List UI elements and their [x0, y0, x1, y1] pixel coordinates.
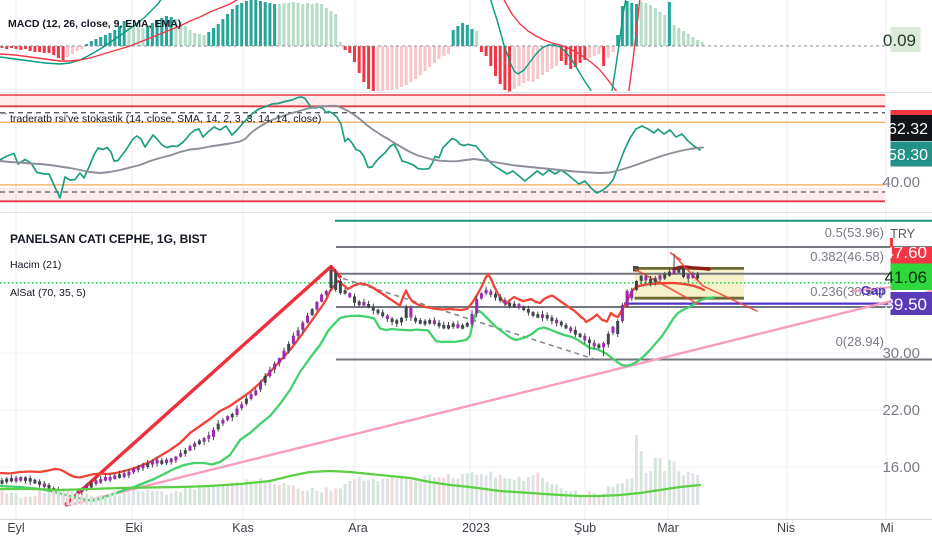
svg-text:Hacim (21): Hacim (21): [10, 259, 61, 271]
svg-text:Eyl: Eyl: [7, 521, 24, 535]
svg-text:41.06: 41.06: [884, 268, 927, 287]
svg-text:58.30: 58.30: [888, 147, 928, 164]
svg-text:Eki: Eki: [125, 521, 142, 535]
svg-text:0.236(38.94): 0.236(38.94): [810, 284, 884, 299]
svg-text:Mi: Mi: [880, 521, 893, 535]
svg-text:TRY: TRY: [890, 227, 915, 241]
svg-text:Nis: Nis: [777, 521, 795, 535]
svg-text:62.32: 62.32: [888, 121, 928, 138]
svg-text:0.09: 0.09: [883, 31, 916, 50]
svg-text:0(28.94): 0(28.94): [836, 334, 884, 349]
svg-text:MACD (12, 26, close, 9, EMA, E: MACD (12, 26, close, 9, EMA, EMA): [8, 18, 181, 30]
svg-text:39.50: 39.50: [884, 295, 927, 314]
svg-text:0.382(46.58): 0.382(46.58): [810, 249, 884, 264]
svg-text:Şub: Şub: [574, 521, 596, 535]
svg-text:Mar: Mar: [657, 521, 679, 535]
svg-text:Kas: Kas: [232, 521, 254, 535]
svg-text:Gap: Gap: [861, 283, 886, 298]
svg-text:Ara: Ara: [348, 521, 368, 535]
svg-text:PANELSAN CATI CEPHE, 1G, BIST: PANELSAN CATI CEPHE, 1G, BIST: [10, 232, 208, 246]
svg-text:16.00: 16.00: [882, 459, 920, 476]
svg-text:47.60: 47.60: [884, 243, 927, 262]
svg-text:30.00: 30.00: [882, 345, 920, 362]
svg-text:40.00: 40.00: [882, 174, 920, 191]
svg-text:22.00: 22.00: [882, 402, 920, 419]
svg-text:0.5(53.96): 0.5(53.96): [825, 225, 884, 240]
svg-text:AlSat (70, 35, 5): AlSat (70, 35, 5): [10, 287, 86, 299]
svg-text:2023: 2023: [462, 521, 490, 535]
svg-text:traderatb rsi've stokastik (14: traderatb rsi've stokastik (14, close, S…: [10, 113, 321, 125]
